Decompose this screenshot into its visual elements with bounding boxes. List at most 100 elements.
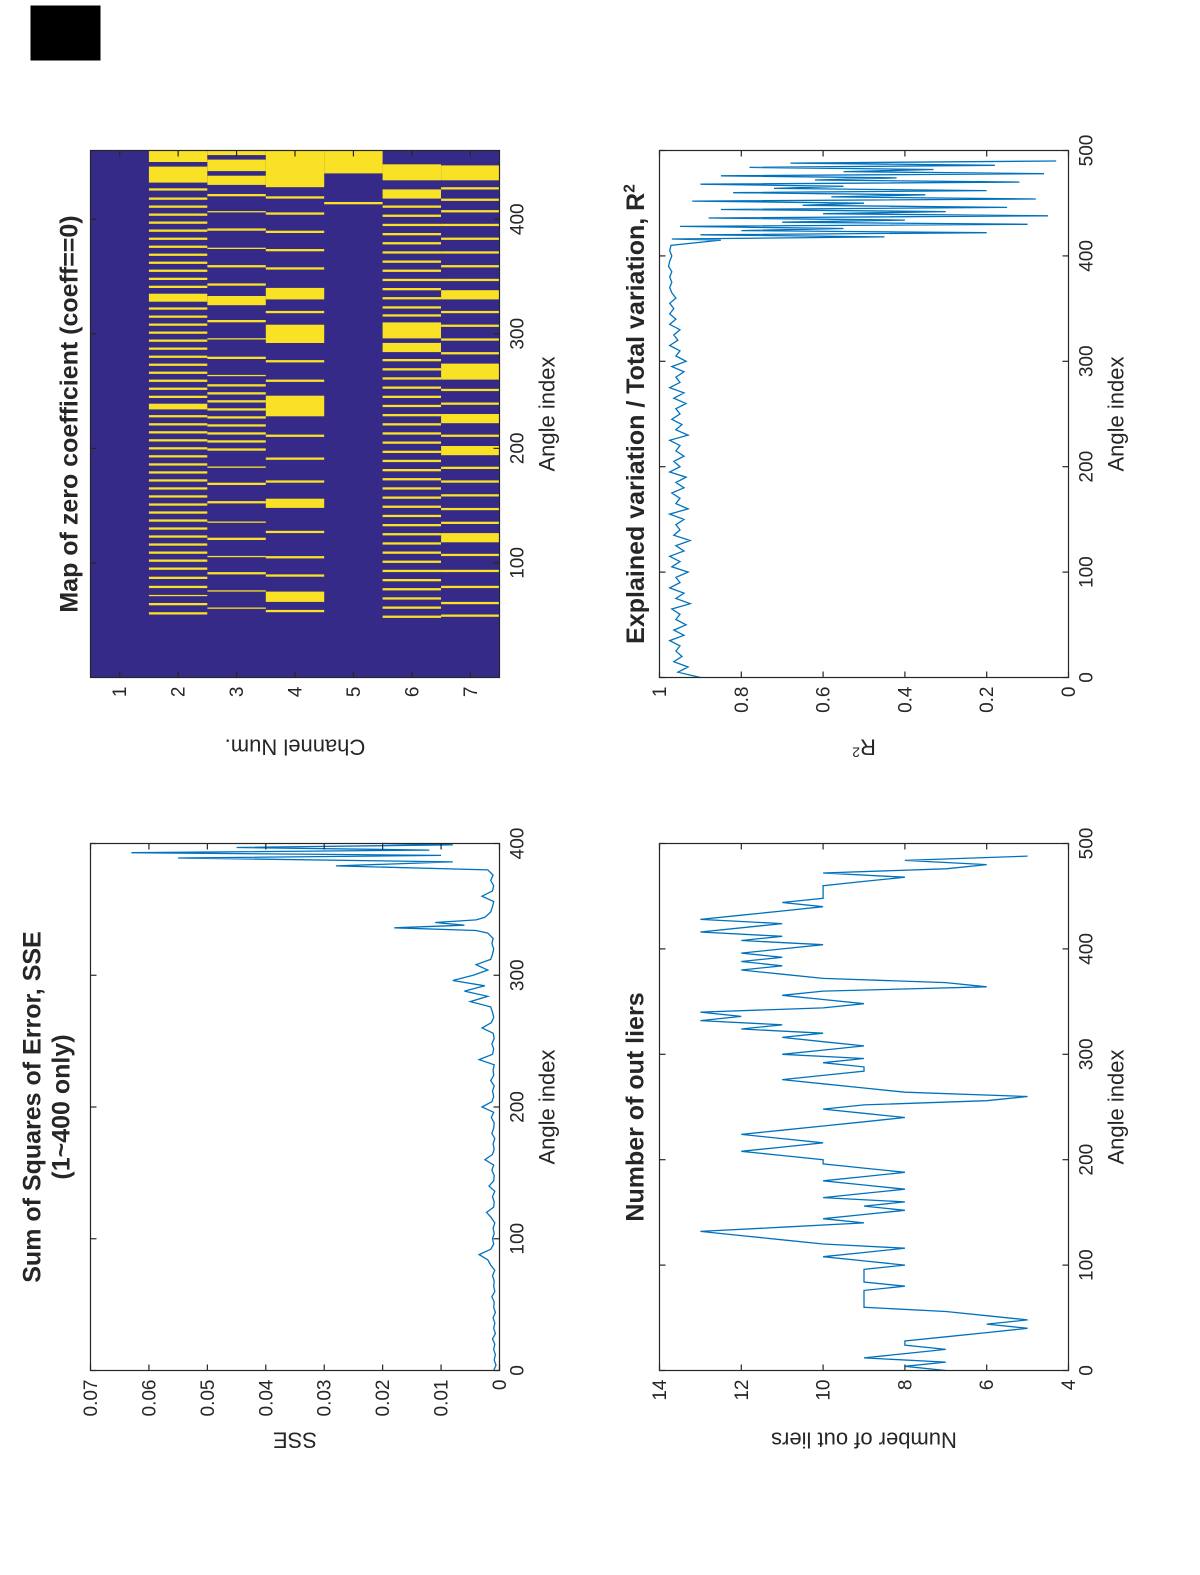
- heatmap-cell: [148, 245, 207, 248]
- heatmap-cell: [265, 230, 324, 233]
- heatmap-cell: [440, 585, 500, 588]
- heatmap-cell: [148, 187, 207, 191]
- heatmap-cell: [440, 186, 500, 189]
- x-tick-label: 400: [1076, 240, 1097, 272]
- heatmap-cell: [148, 237, 207, 240]
- heatmap-cell: [440, 164, 500, 180]
- y-tick-label: 0.06: [139, 1379, 160, 1416]
- y-tick-label: 4: [1059, 1379, 1080, 1390]
- heatmap-cell: [382, 541, 441, 545]
- x-tick-label: 100: [1076, 556, 1097, 588]
- x-tick-label: 100: [1076, 1249, 1097, 1281]
- y-tick-label: 10: [813, 1379, 834, 1400]
- y-tick-label: 6: [977, 1379, 998, 1390]
- heatmap-cell: [265, 591, 324, 602]
- heatmap-cell: [206, 439, 266, 443]
- heatmap-cell: [206, 399, 266, 402]
- heatmap-cell: [382, 376, 441, 380]
- heatmap-cell: [265, 434, 324, 437]
- r2-plot: 0 100 200 300 400 500 0 0.2 0.4 0.6 0.8 1 Angle inde…: [650, 134, 1129, 760]
- heatmap-cell: [382, 241, 441, 244]
- heatmap-cell: [440, 613, 500, 617]
- heatmap-cell: [440, 479, 500, 483]
- heatmap-cell: [265, 266, 324, 270]
- y-tick-label: 6: [402, 686, 423, 697]
- heatmap-cell: [382, 431, 441, 435]
- y-tick-label: 3: [227, 686, 248, 697]
- heatmap-cell: [206, 423, 266, 427]
- x-axis-label: Angle index: [534, 356, 559, 471]
- heatmap-cell: [382, 232, 441, 235]
- heatmap-cell: [206, 175, 266, 185]
- heatmap-cell: [206, 295, 266, 305]
- y-tick-label: 7: [460, 686, 481, 697]
- x-tick-label: 100: [507, 1222, 528, 1254]
- heatmap-cell: [440, 337, 500, 341]
- heatmap-cell: [440, 445, 500, 455]
- heatmap-cell: [440, 289, 500, 299]
- heatmap-cell: [382, 496, 441, 499]
- heatmap-cell: [440, 553, 500, 556]
- heatmap-cell: [382, 342, 441, 352]
- y-axis-label: R2: [851, 734, 875, 760]
- heatmap-cell: [148, 462, 207, 466]
- heatmap-cell: [148, 293, 207, 302]
- heatmap-cell: [206, 356, 266, 359]
- heatmap-cell: [148, 602, 207, 605]
- heatmap-cell: [148, 550, 207, 554]
- heatmap-cell: [265, 395, 324, 416]
- heatmap-cell: [440, 493, 500, 496]
- heatmap-cell: [148, 486, 207, 490]
- x-tick-label: 100: [507, 547, 528, 579]
- data-line: [699, 854, 1028, 1371]
- y-tick-label: 12: [731, 1379, 752, 1400]
- heatmap-cell: [148, 355, 207, 358]
- heatmap-cell: [206, 571, 266, 574]
- heatmap-cell: [440, 223, 500, 226]
- x-tick-label: 200: [1076, 450, 1097, 482]
- heatmap-cell: [382, 321, 441, 338]
- y-axis-label: SSE: [272, 1427, 316, 1452]
- heatmap-cell: [148, 166, 207, 183]
- heatmap-cell: [148, 315, 207, 318]
- heatmap-cell: [148, 542, 207, 546]
- heatmap-cell: [265, 248, 324, 251]
- heatmap-cell: [265, 555, 324, 558]
- y-tick-label: 0.8: [731, 686, 752, 712]
- heatmap-cell: [440, 278, 500, 281]
- heatmap-cell: [382, 367, 441, 370]
- y-tick-label: 0.4: [895, 686, 916, 713]
- sse-plot: 0 100 200 300 400 0 0.01 0.02 0.03 0.04 0.05 0.06 0.…: [81, 827, 560, 1452]
- heatmap-cell: [265, 287, 324, 299]
- x-tick-label: 0: [507, 1365, 528, 1376]
- heatmap-cell: [382, 514, 441, 517]
- heatmap-cell: [148, 306, 207, 310]
- heatmap-cell: [206, 391, 266, 394]
- x-tick-label: 300: [1076, 345, 1097, 377]
- heatmap-cell: [382, 214, 441, 217]
- heatmap-cell: [382, 404, 441, 407]
- x-tick-label: 400: [507, 203, 528, 235]
- heatmap-cell: [148, 585, 207, 588]
- heatmap-cell: [148, 347, 207, 350]
- map-plot: 100 200 300 400 1 2 3 4 5 6 7 Angle index Channel Nu…: [89, 149, 559, 759]
- heatmap-cell: [148, 494, 207, 498]
- heatmap-cell: [382, 450, 441, 453]
- heatmap-cell: [440, 532, 500, 542]
- heatmap-cell: [148, 510, 207, 514]
- heatmap-cell: [440, 250, 500, 254]
- heatmap-cell: [382, 615, 441, 618]
- heatmap-cell: [382, 523, 441, 526]
- heatmap-cell: [148, 454, 207, 457]
- heatmap-cell: [148, 387, 207, 390]
- x-axis-label: Angle index: [534, 1049, 559, 1164]
- heatmap-cell: [148, 470, 207, 474]
- heatmap-cell: [206, 193, 266, 196]
- heatmap-cell: [148, 229, 207, 232]
- heatmap-cell: [440, 310, 500, 313]
- y-tick-label: 0.07: [81, 1379, 102, 1416]
- heatmap-cell: [265, 609, 324, 612]
- outliers-plot: 0 100 200 300 400 500 4 6 8 10 12 14 Angle index Numb…: [650, 827, 1129, 1452]
